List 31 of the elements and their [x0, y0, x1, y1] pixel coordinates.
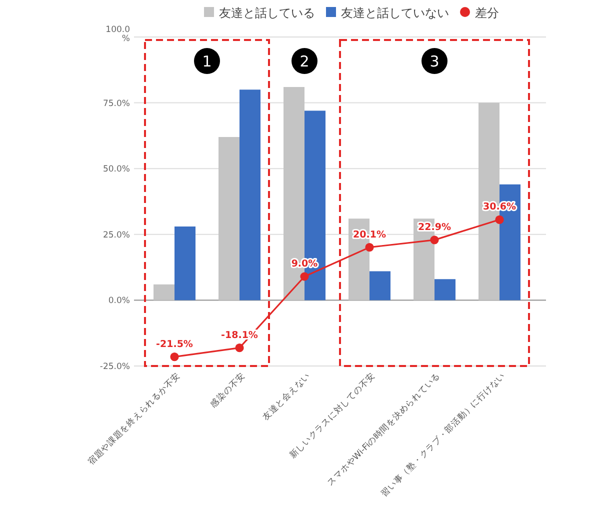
y-tick-label: 50.0% — [102, 164, 130, 175]
x-tick-label: 友達と会えない — [260, 370, 313, 423]
point — [495, 215, 504, 224]
point — [235, 344, 244, 352]
bar — [218, 137, 240, 300]
y-tick-label: 100.0 % — [106, 25, 130, 44]
y-tick-label: 0.0% — [108, 296, 130, 306]
annotation: 2 — [300, 52, 310, 70]
data-label: -21.5% — [156, 338, 194, 350]
point — [300, 272, 309, 281]
legend-label: 差分 — [475, 6, 499, 20]
point — [430, 236, 439, 244]
annotation: 3 — [430, 52, 440, 70]
bar — [240, 90, 260, 300]
y-tick-label: -25.0% — [100, 362, 130, 372]
bar — [154, 284, 174, 300]
point — [170, 352, 179, 362]
data-label: 22.9% — [418, 222, 452, 233]
y-tick-label: 25.0% — [102, 230, 130, 240]
data-label: 20.1% — [353, 229, 386, 240]
bar — [174, 226, 196, 300]
bar — [434, 279, 456, 300]
y-tick-label: 75.0% — [102, 98, 130, 109]
legend-label: 友達と話していない — [341, 6, 449, 20]
data-label: 9.0% — [291, 258, 318, 270]
bar — [370, 271, 390, 300]
legend-label: 友達と話している — [219, 6, 315, 20]
x-tick-label: 感染の不安 — [208, 370, 248, 410]
point — [365, 242, 374, 252]
annotation: 1 — [202, 52, 212, 70]
x-tick-label: 宿題や課題を終えられるか不安 — [86, 370, 183, 468]
